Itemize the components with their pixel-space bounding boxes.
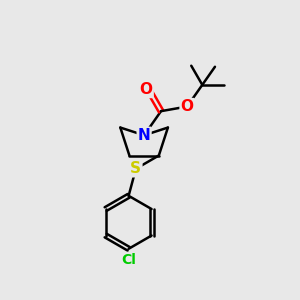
Text: O: O — [140, 82, 153, 97]
Text: Cl: Cl — [121, 253, 136, 267]
Text: N: N — [138, 128, 151, 143]
Text: S: S — [130, 161, 141, 176]
Text: O: O — [181, 99, 194, 114]
